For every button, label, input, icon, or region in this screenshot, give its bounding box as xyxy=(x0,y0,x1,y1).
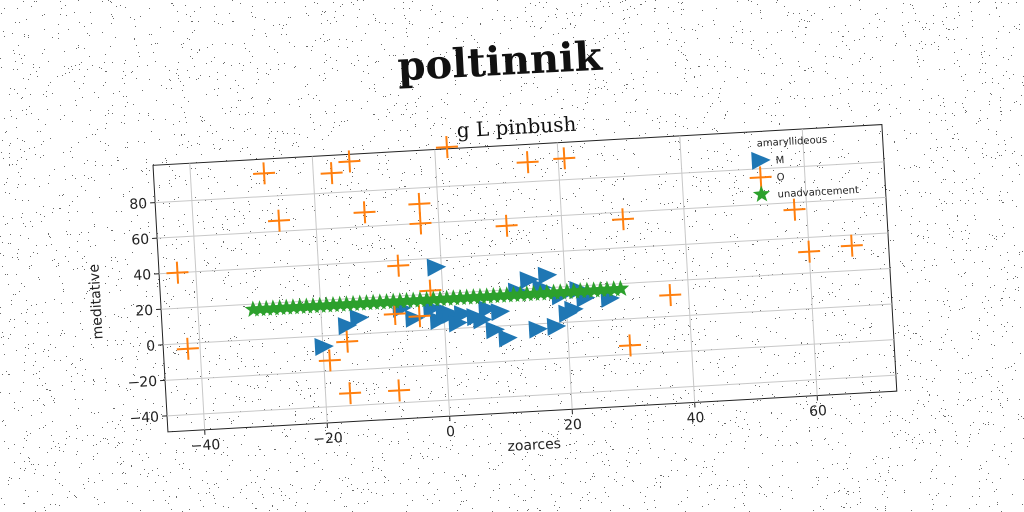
point-o xyxy=(383,302,406,326)
point-m xyxy=(519,271,540,290)
x-grid-line xyxy=(189,163,206,430)
point-o xyxy=(176,337,199,360)
point-o xyxy=(840,234,863,257)
point-o xyxy=(611,208,635,231)
point-o xyxy=(553,147,576,170)
point-m xyxy=(453,305,474,324)
data-marks xyxy=(166,136,863,405)
legend-marker xyxy=(749,166,772,189)
point-o xyxy=(495,214,518,237)
point-m xyxy=(564,300,584,319)
point-o xyxy=(339,382,362,405)
point-o xyxy=(320,162,343,185)
legend-title: amaryllideous xyxy=(756,135,827,150)
point-o xyxy=(516,151,539,174)
y-axis-label: meditative xyxy=(86,264,106,340)
point-m xyxy=(404,309,425,328)
x-tick-label: −20 xyxy=(313,430,343,448)
point-m xyxy=(349,309,370,328)
legend-entry-label: O xyxy=(776,172,785,183)
point-o xyxy=(318,349,341,372)
point-m xyxy=(448,314,468,333)
x-tick-label: 60 xyxy=(809,403,828,420)
y-grid-line xyxy=(161,268,890,310)
point-m xyxy=(490,303,511,322)
y-tick-label: −20 xyxy=(127,374,157,392)
point-o xyxy=(408,305,431,328)
y-grid-line xyxy=(159,232,888,275)
point-o xyxy=(253,162,276,185)
legend-marker xyxy=(752,185,771,202)
legend-marker xyxy=(751,151,771,170)
point-m xyxy=(546,317,567,336)
x-grid-line xyxy=(556,142,573,410)
point-m xyxy=(478,300,498,319)
point-o xyxy=(353,201,376,224)
x-tick-label: 20 xyxy=(564,417,583,434)
point-o xyxy=(388,379,411,402)
point-o xyxy=(166,261,189,284)
point-o xyxy=(659,284,682,307)
point-m xyxy=(441,305,462,324)
grid xyxy=(155,128,896,430)
y-grid-line xyxy=(167,374,896,417)
point-m xyxy=(422,299,443,318)
chart-title: g L pinbush xyxy=(456,112,577,143)
x-axis-label: zoarces xyxy=(507,436,561,455)
point-unadvancement xyxy=(612,279,630,297)
x-tick-label: 0 xyxy=(446,424,456,440)
y-tick-label: 0 xyxy=(146,338,156,354)
point-m xyxy=(472,311,493,330)
point-o xyxy=(409,212,432,235)
y-tick-label: 20 xyxy=(135,303,154,320)
point-m xyxy=(429,311,450,330)
y-grid-line xyxy=(163,303,892,346)
y-tick-label: −40 xyxy=(129,409,159,427)
point-o xyxy=(435,136,458,159)
y-grid-line xyxy=(165,339,894,381)
x-grid-line xyxy=(311,156,328,424)
y-grid-line xyxy=(157,196,886,239)
x-grid-line xyxy=(434,149,451,417)
point-m xyxy=(528,320,548,339)
point-m xyxy=(337,317,358,336)
point-o xyxy=(387,254,410,277)
legend-entry-label: M xyxy=(775,155,784,166)
plot-area xyxy=(152,124,898,433)
x-tick-label: 40 xyxy=(686,410,705,427)
legend-entry-label: unadvancement xyxy=(777,185,859,201)
point-m xyxy=(537,266,558,285)
x-grid-line xyxy=(679,135,696,403)
y-tick-label: 60 xyxy=(131,232,150,249)
point-o xyxy=(338,150,361,173)
y-tick-label: 40 xyxy=(133,267,152,284)
axis-ticks: −40 −20 0 20 40 60 −40 −20 0 20 40 60 80 xyxy=(127,196,828,455)
point-o xyxy=(798,240,821,263)
y-grid-line xyxy=(155,161,885,204)
point-o xyxy=(783,198,806,221)
point-o xyxy=(619,334,642,357)
point-m xyxy=(498,329,518,348)
point-m xyxy=(426,258,447,277)
point-m xyxy=(485,321,505,340)
point-o xyxy=(336,330,359,353)
y-tick-label: 80 xyxy=(129,196,148,213)
point-m xyxy=(314,338,334,356)
point-o xyxy=(267,209,291,232)
point-o xyxy=(408,192,431,215)
x-tick-label: −40 xyxy=(190,437,220,455)
